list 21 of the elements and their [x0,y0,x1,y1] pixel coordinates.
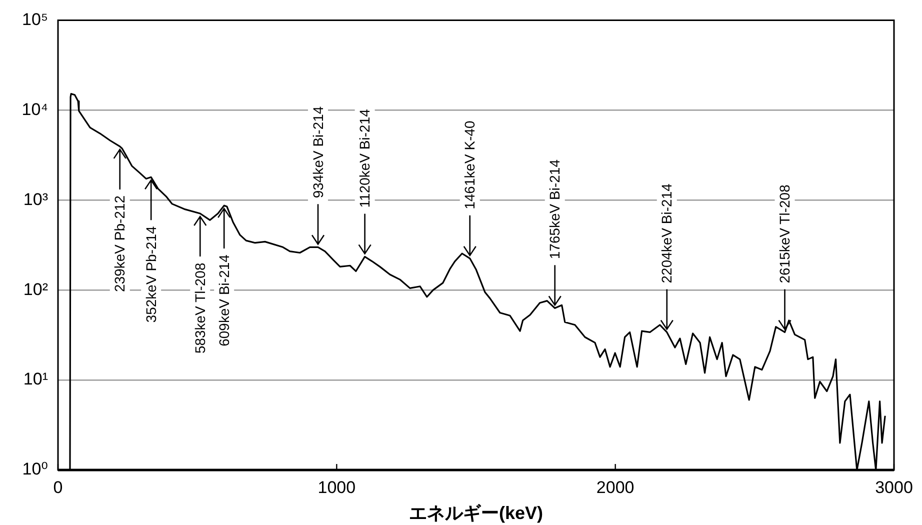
y-tick-label: 10⁰ [22,460,48,479]
annotation: 583keV Tl-208 [192,262,208,354]
annotation: 1765keV Bi-214 [546,159,563,260]
annotation: 1120keV Bi-214 [356,108,373,208]
x-tick-label: 2000 [596,478,634,497]
annotation: 352keV Pb-214 [142,226,159,323]
x-tick-label: 3000 [875,478,913,497]
x-tick-label: 1000 [318,478,356,497]
y-tick-label: 10³ [23,190,48,209]
annotation: 2204keV Bi-214 [658,183,675,284]
annotation: 609keV Bi-214 [216,254,232,346]
annotation: 239keV Pb-212 [112,195,128,292]
annotation: 2615keV Tl-208 [776,184,793,284]
x-axis-title: エネルギー(keV) [408,503,544,524]
annotation: 934keV Bi-214 [310,106,326,198]
y-tick-label: 10² [23,280,48,299]
y-tick-label: 10⁴ [22,100,48,119]
y-tick-label: 10¹ [23,370,48,389]
annotation: 1461keV K-40 [462,120,478,210]
y-tick-label: 10⁵ [22,10,48,29]
x-tick-label: 0 [53,478,63,497]
